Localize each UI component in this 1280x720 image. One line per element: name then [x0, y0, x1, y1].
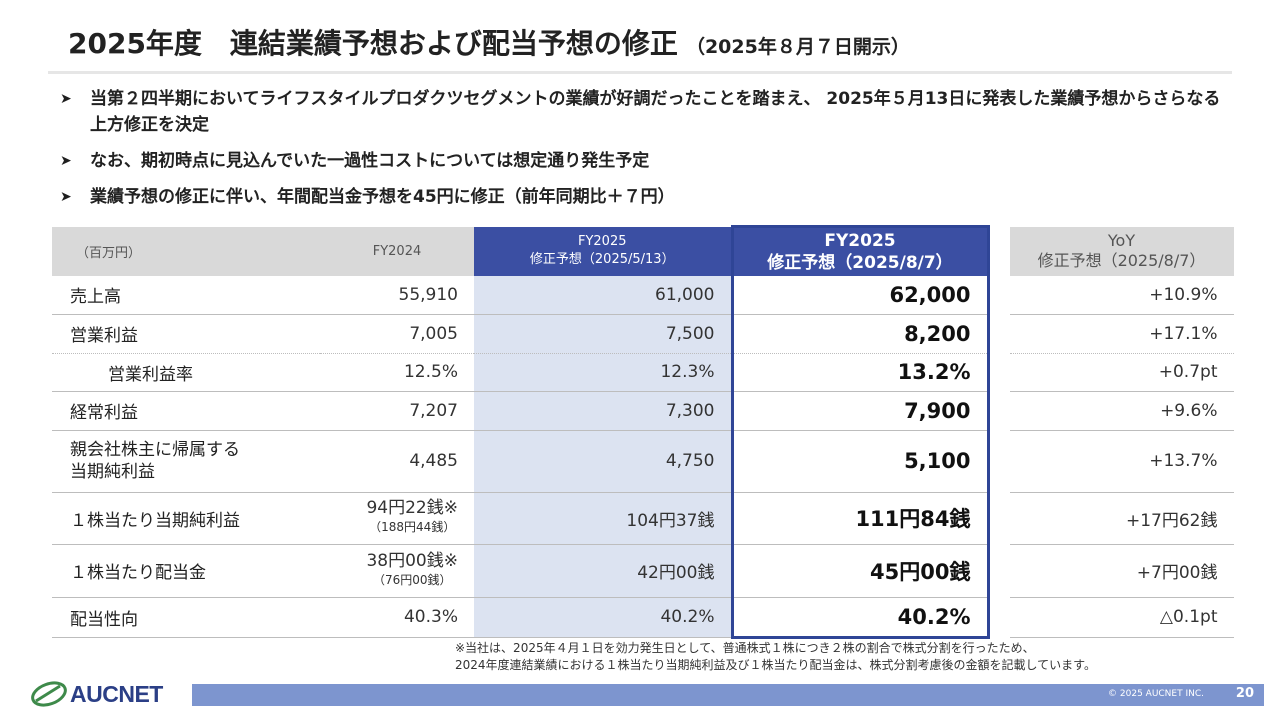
yoy-value: +17円62銭	[1009, 492, 1234, 545]
yoy-value: +0.7pt	[1009, 353, 1234, 392]
arrow-bullet-icon: ➤	[60, 189, 72, 205]
yoy-value: +7円00銭	[1009, 544, 1234, 598]
row-label: １株当たり当期純利益	[52, 492, 320, 545]
aug-forecast-value: 111円84銭	[730, 492, 990, 545]
column-gap	[988, 391, 1010, 430]
page-title-main: 2025年度 連結業績予想および配当予想の修正	[68, 27, 678, 60]
yoy-value: +17.1%	[1009, 314, 1234, 354]
row-label: 売上高	[52, 276, 320, 315]
column-gap	[988, 492, 1010, 544]
may-forecast-value: 104円37銭	[474, 492, 732, 545]
may-forecast-value: 7,300	[474, 391, 732, 431]
table-row: 配当性向 40.3% 40.2% 40.2% △0.1pt	[52, 597, 1234, 639]
row-label: 経常利益	[52, 391, 320, 431]
column-gap	[988, 276, 1010, 314]
aug-forecast-value: 40.2%	[730, 597, 990, 639]
row-label: 親会社株主に帰属する 当期純利益	[52, 430, 320, 493]
column-gap	[988, 226, 1010, 276]
fy2024-value: 38円00銭※ （76円00銭）	[320, 544, 474, 598]
table-row: １株当たり当期純利益 94円22銭※ （188円44銭） 104円37銭 111円…	[52, 492, 1234, 545]
fy2024-value: 12.5%	[320, 353, 474, 392]
fy2024-value: 55,910	[320, 276, 474, 315]
summary-bullets: ➤ 当第２四半期においてライフスタイルプロダクツセグメントの業績が好調だったことを…	[60, 86, 1230, 220]
aug-forecast-value: 7,900	[730, 391, 990, 431]
yoy-value: +13.7%	[1009, 430, 1234, 493]
column-gap	[988, 597, 1010, 637]
row-label: 営業利益	[52, 314, 320, 354]
fy2024-value: 94円22銭※ （188円44銭）	[320, 492, 474, 545]
arrow-bullet-icon: ➤	[60, 153, 72, 169]
column-gap	[988, 353, 1010, 391]
table-row: 営業利益率 12.5% 12.3% 13.2% +0.7pt	[52, 353, 1234, 392]
row-label: 営業利益率	[52, 353, 320, 392]
may-forecast-value: 61,000	[474, 276, 732, 315]
fy2024-value: 7,207	[320, 391, 474, 431]
fy2025-aug-forecast-header: FY2025 修正予想（2025/8/7）	[730, 225, 990, 276]
aug-forecast-value: 62,000	[730, 276, 990, 315]
stock-split-footnote: ※当社は、2025年４月１日を効力発生日として、普通株式１株につき２株の割合で株…	[455, 641, 1096, 672]
bullet-item: ➤ なお、期初時点に見込んでいた一過性コストについては想定通り発生予定	[60, 148, 1230, 174]
forecast-table: （百万円） FY2024 FY2025 修正予想（2025/5/13） FY202…	[52, 225, 1234, 639]
unit-header: （百万円）	[52, 226, 320, 276]
yoy-value: +9.6%	[1009, 391, 1234, 431]
fy2024-header: FY2024	[320, 226, 474, 276]
may-forecast-value: 40.2%	[474, 597, 732, 638]
yoy-value: +10.9%	[1009, 276, 1234, 315]
yoy-header: YoY 修正予想（2025/8/7）	[1009, 226, 1234, 276]
fy2024-value: 4,485	[320, 430, 474, 493]
may-forecast-value: 4,750	[474, 430, 732, 493]
table-row: 親会社株主に帰属する 当期純利益 4,485 4,750 5,100 +13.7%	[52, 430, 1234, 493]
logo-text: AUCNET	[70, 680, 163, 707]
column-gap	[988, 430, 1010, 492]
aucnet-logo: AUCNET	[30, 681, 163, 707]
table-row: 売上高 55,910 61,000 62,000 +10.9%	[52, 276, 1234, 315]
table-row: 経常利益 7,207 7,300 7,900 +9.6%	[52, 391, 1234, 431]
table-row: １株当たり配当金 38円00銭※ （76円00銭） 42円00銭 45円00銭 +…	[52, 544, 1234, 598]
aug-forecast-value: 13.2%	[730, 353, 990, 392]
page-title-date: （2025年８月７日開示）	[685, 36, 910, 58]
fy2024-value: 40.3%	[320, 597, 474, 638]
footer-bar: © 2025 AUCNET INC. 20	[192, 684, 1264, 706]
bullet-item: ➤ 業績予想の修正に伴い、年間配当金予想を45円に修正（前年同期比＋７円）	[60, 184, 1230, 210]
copyright-text: © 2025 AUCNET INC.	[1108, 689, 1204, 699]
title-divider	[48, 71, 1232, 74]
table-header-row: （百万円） FY2024 FY2025 修正予想（2025/5/13） FY202…	[52, 225, 1234, 276]
row-label: １株当たり配当金	[52, 544, 320, 598]
bullet-item: ➤ 当第２四半期においてライフスタイルプロダクツセグメントの業績が好調だったことを…	[60, 86, 1230, 138]
page-number: 20	[1235, 686, 1254, 701]
leaf-logo-icon	[31, 681, 67, 707]
arrow-bullet-icon: ➤	[60, 91, 72, 107]
table-row: 営業利益 7,005 7,500 8,200 +17.1%	[52, 314, 1234, 354]
fy2025-may-forecast-header: FY2025 修正予想（2025/5/13）	[474, 226, 732, 276]
row-label: 配当性向	[52, 597, 320, 638]
column-gap	[988, 544, 1010, 597]
aug-forecast-value: 45円00銭	[730, 544, 990, 598]
aug-forecast-value: 8,200	[730, 314, 990, 354]
fy2024-value: 7,005	[320, 314, 474, 354]
page-title: 2025年度 連結業績予想および配当予想の修正 （2025年８月７日開示）	[68, 22, 910, 62]
aug-forecast-value: 5,100	[730, 430, 990, 493]
may-forecast-value: 12.3%	[474, 353, 732, 392]
column-gap	[988, 314, 1010, 353]
may-forecast-value: 7,500	[474, 314, 732, 354]
may-forecast-value: 42円00銭	[474, 544, 732, 598]
yoy-value: △0.1pt	[1009, 597, 1234, 638]
